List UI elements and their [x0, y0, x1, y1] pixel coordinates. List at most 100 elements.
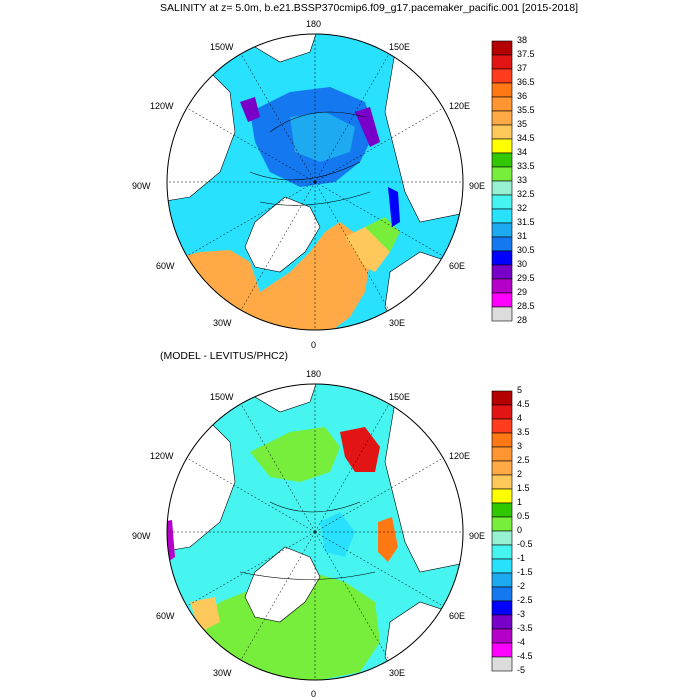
colorbar-tick-label: 30.5: [517, 245, 535, 255]
colorbar-swatch: [491, 96, 513, 112]
colorbar-tick-label: 32: [517, 203, 528, 213]
salinity-region-labrador: [167, 250, 260, 330]
colorbar-swatch: [491, 432, 513, 448]
salinity-region-coast-3: [388, 187, 400, 227]
colorbar-swatch: [491, 292, 513, 308]
lon-label-60e: 60E: [449, 261, 466, 271]
salinity-region-coast-1: [240, 97, 260, 122]
colorbar-swatch: [491, 558, 513, 574]
colorbar-tick-label: 4.5: [517, 399, 530, 409]
colorbar-tick-label: 34.5: [517, 133, 535, 143]
greenland-land: [244, 546, 321, 623]
colorbar-swatch: [491, 264, 513, 280]
salinity-difference-map: [166, 383, 464, 681]
diff-region-kara: [378, 517, 398, 562]
lon-label-30w: 30W: [213, 668, 232, 678]
colorbar-swatch: [491, 82, 513, 98]
colorbar-swatch: [491, 502, 513, 518]
lon-label-90e: 90E: [469, 531, 486, 541]
salinity-map: [166, 33, 464, 331]
colorbar-tick-label: 0: [517, 525, 523, 535]
colorbar-swatch: [491, 138, 513, 154]
colorbar-tick-label: 32.5: [517, 189, 535, 199]
colorbar-tick-label: 36.5: [517, 77, 535, 87]
colorbar-swatches: [491, 390, 513, 672]
colorbar-tick-label: 33.5: [517, 161, 535, 171]
colorbar-swatch: [491, 460, 513, 476]
colorbar-swatch: [491, 110, 513, 126]
colorbar-swatch: [491, 530, 513, 546]
colorbar-tick-label: 2.5: [517, 455, 530, 465]
colorbar-tick-label: 0.5: [517, 511, 530, 521]
lon-label-30e: 30E: [389, 318, 406, 328]
colorbar-tick-label: 28.5: [517, 301, 535, 311]
lon-label-30w: 30W: [213, 318, 232, 328]
colorbar-tick-label: 36: [517, 91, 528, 101]
colorbar-salinity: 38 37.5 37 36.5 36 35.5 35 34.5 34 33.5 33 32.5 32 31…: [491, 35, 551, 330]
colorbar-tick-label: -5: [517, 665, 526, 675]
colorbar-swatch: [491, 628, 513, 644]
salinity-region-beaufort: [290, 112, 355, 162]
colorbar-tick-label: 5: [517, 385, 523, 395]
lon-label-90w: 90W: [132, 181, 151, 191]
greenland-land: [244, 196, 321, 273]
colorbar-swatch: [491, 180, 513, 196]
diff-region-east-siberian: [340, 427, 380, 472]
colorbar-tick-label: 29: [517, 287, 528, 297]
colorbar-tick-label: 1.5: [517, 483, 530, 493]
colorbar-tick-label: 33: [517, 175, 528, 185]
colorbar-tick-label: 30: [517, 259, 528, 269]
colorbar-tick-label: -1: [517, 553, 526, 563]
colorbar-tick-label: 3.5: [517, 427, 530, 437]
lon-label-90w: 90W: [132, 531, 151, 541]
colorbar-tick-label: 1: [517, 497, 523, 507]
colorbar-swatch: [491, 236, 513, 252]
colorbar-tick-label: 3: [517, 441, 523, 451]
salinity-region-atlantic: [245, 222, 370, 330]
graticule: [167, 34, 463, 330]
colorbar-swatch: [491, 40, 513, 56]
colorbar-tick-label: -2: [517, 581, 526, 591]
colorbar-swatch: [491, 516, 513, 532]
colorbar-swatch: [491, 586, 513, 602]
lon-label-150w: 150W: [210, 392, 234, 402]
colorbar-swatch: [491, 306, 513, 322]
colorbar-tick-label: -1.5: [517, 567, 533, 577]
colorbar-swatch: [491, 166, 513, 182]
colorbar-swatches: [491, 40, 513, 322]
colorbar-difference: 5 4.5 4 3.5 3 2.5 2 1.5 1 0.5 0 -0.5 -1 -1.5 -2 -2.5 -3 -…: [491, 385, 551, 680]
colorbar-tick-label: -2.5: [517, 595, 533, 605]
colorbar-tick-label: -4: [517, 637, 526, 647]
colorbar-swatch: [491, 124, 513, 140]
lon-label-60w: 60W: [156, 261, 175, 271]
colorbar-swatch: [491, 544, 513, 560]
colorbar-tick-label: 29.5: [517, 273, 535, 283]
colorbar-swatch: [491, 194, 513, 210]
lon-label-60w: 60W: [156, 611, 175, 621]
colorbar-swatch: [491, 222, 513, 238]
colorbar-tick-label: 31.5: [517, 217, 535, 227]
lon-label-30e: 30E: [389, 668, 406, 678]
colorbar-tick-label: -3: [517, 609, 526, 619]
colorbar-swatch: [491, 208, 513, 224]
lon-label-150w: 150W: [210, 42, 234, 52]
colorbar-swatch: [491, 54, 513, 70]
colorbar-swatch: [491, 390, 513, 406]
salinity-region-barents-green: [365, 217, 400, 252]
colorbar-tick-label: 37: [517, 63, 528, 73]
colorbar-tick-label: 35.5: [517, 105, 535, 115]
colorbar-swatch: [491, 488, 513, 504]
diff-region-canada-basin: [250, 427, 340, 482]
colorbar-swatch: [491, 404, 513, 420]
colorbar-swatch: [491, 250, 513, 266]
colorbar-swatch: [491, 418, 513, 434]
colorbar-tick-label: 37.5: [517, 49, 535, 59]
colorbar-swatch: [491, 642, 513, 658]
lon-label-0: 0: [311, 689, 317, 699]
lon-label-90e: 90E: [469, 181, 486, 191]
lon-label-150e: 150E: [389, 42, 411, 52]
colorbar-swatch: [491, 278, 513, 294]
colorbar-swatch: [491, 572, 513, 588]
colorbar-tick-label: 2: [517, 469, 523, 479]
map-boundary: [166, 33, 464, 331]
